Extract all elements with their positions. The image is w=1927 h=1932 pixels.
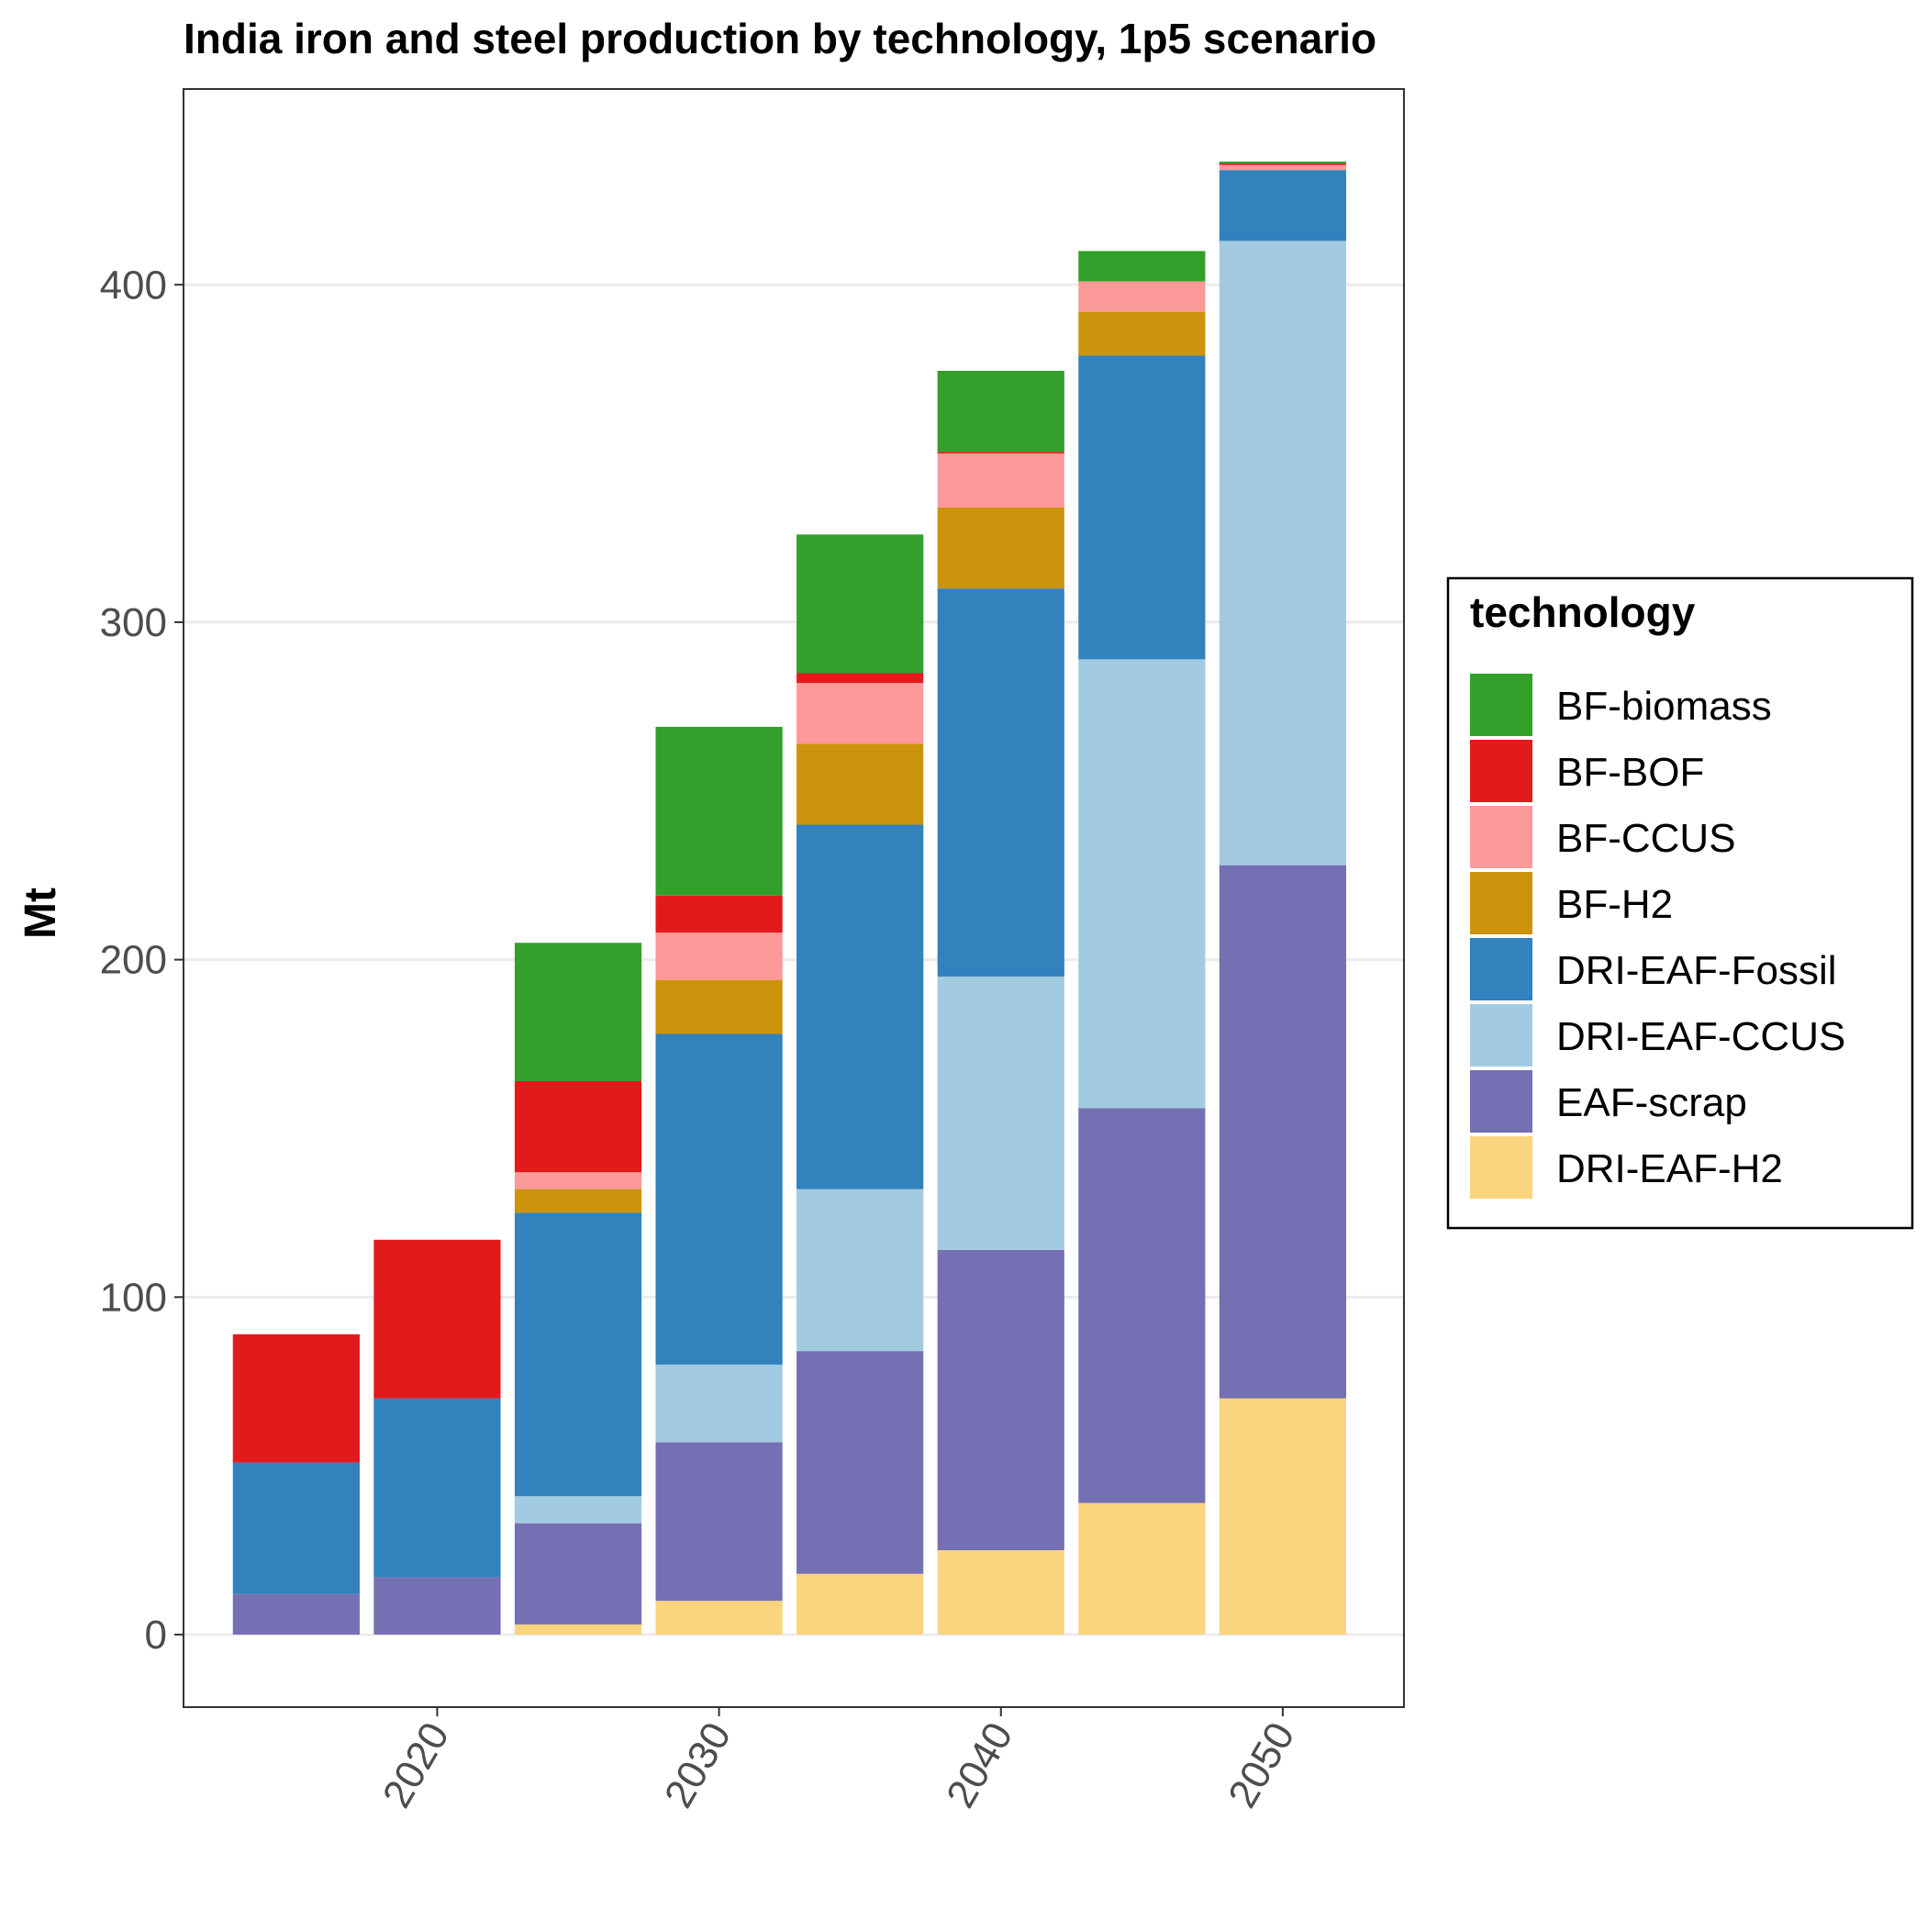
bar-dri-eaf-fossil-2020 bbox=[373, 1398, 501, 1578]
bar-dri-eaf-ccus-2025 bbox=[514, 1496, 642, 1524]
bar-bf-h2-2045 bbox=[1078, 311, 1206, 356]
legend-label-eaf-scrap: EAF-scrap bbox=[1556, 1080, 1747, 1125]
legend-swatch-bf-bof bbox=[1470, 740, 1532, 802]
legend-swatch-bf-h2 bbox=[1470, 872, 1532, 934]
bar-dri-eaf-ccus-2040 bbox=[937, 976, 1064, 1250]
bar-dri-eaf-fossil-2045 bbox=[1078, 355, 1206, 660]
bar-dri-eaf-fossil-2030 bbox=[655, 1033, 783, 1365]
bar-bf-ccus-2030 bbox=[655, 932, 783, 980]
x-tick-label-2030: 2030 bbox=[656, 1715, 740, 1815]
chart-title: India iron and steel production by techn… bbox=[184, 15, 1376, 62]
bar-dri-eaf-h2-2035 bbox=[796, 1573, 924, 1635]
bar-eaf-scrap-2050 bbox=[1219, 865, 1347, 1399]
legend-title: technology bbox=[1470, 588, 1696, 636]
legend-swatch-bf-biomass bbox=[1470, 674, 1532, 736]
legend-label-bf-biomass: BF-biomass bbox=[1556, 684, 1772, 729]
bar-dri-eaf-ccus-2035 bbox=[796, 1189, 924, 1352]
bar-dri-eaf-h2-2050 bbox=[1219, 1398, 1347, 1635]
bar-bf-h2-2025 bbox=[514, 1189, 642, 1213]
bar-bf-biomass-2040 bbox=[937, 371, 1064, 452]
legend: technology BF-biomass BF-BOF BF-CCUS BF-H2 D… bbox=[1446, 576, 1914, 1230]
bar-eaf-scrap-2030 bbox=[655, 1442, 783, 1602]
y-tick-label-0: 0 bbox=[145, 1613, 167, 1658]
bar-eaf-scrap-2025 bbox=[514, 1523, 642, 1625]
legend-label-dri-eaf-h2: DRI-EAF-H2 bbox=[1556, 1146, 1783, 1191]
y-tick-label-200: 200 bbox=[100, 938, 167, 983]
bar-bf-bof-2030 bbox=[655, 895, 783, 933]
legend-swatch-eaf-scrap bbox=[1470, 1070, 1532, 1133]
bar-eaf-scrap-2015 bbox=[232, 1593, 360, 1635]
bar-dri-eaf-fossil-2040 bbox=[937, 588, 1064, 977]
bar-dri-eaf-h2-2040 bbox=[937, 1550, 1064, 1635]
bar-bf-ccus-2045 bbox=[1078, 281, 1206, 312]
bar-eaf-scrap-2040 bbox=[937, 1249, 1064, 1551]
legend-swatch-dri-eaf-ccus bbox=[1470, 1004, 1532, 1067]
bar-bf-ccus-2050 bbox=[1219, 164, 1347, 171]
bar-bf-biomass-2025 bbox=[514, 943, 642, 1081]
legend-label-bf-bof: BF-BOF bbox=[1556, 750, 1704, 795]
bar-bf-biomass-2050 bbox=[1219, 162, 1347, 163]
bar-bf-ccus-2035 bbox=[796, 683, 924, 744]
bar-dri-eaf-fossil-2050 bbox=[1219, 170, 1347, 241]
bar-bf-ccus-2040 bbox=[937, 453, 1064, 508]
bar-bf-bof-2020 bbox=[373, 1239, 501, 1399]
bars bbox=[232, 162, 1347, 1635]
x-axis: 2020 2030 2040 2050 bbox=[374, 1707, 1304, 1815]
bar-dri-eaf-h2-2030 bbox=[655, 1601, 783, 1635]
x-tick-label-2040: 2040 bbox=[938, 1715, 1021, 1815]
legend-label-dri-eaf-fossil: DRI-EAF-Fossil bbox=[1556, 948, 1837, 993]
bar-dri-eaf-fossil-2025 bbox=[514, 1212, 642, 1497]
legend-swatch-bf-ccus bbox=[1470, 806, 1532, 868]
bar-bf-h2-2035 bbox=[796, 743, 924, 825]
legend-swatch-dri-eaf-fossil bbox=[1470, 938, 1532, 1000]
bar-eaf-scrap-2045 bbox=[1078, 1108, 1206, 1503]
legend-label-dri-eaf-ccus: DRI-EAF-CCUS bbox=[1556, 1014, 1845, 1059]
bar-dri-eaf-fossil-2035 bbox=[796, 824, 924, 1189]
bar-bf-ccus-2025 bbox=[514, 1172, 642, 1189]
legend-label-bf-h2: BF-H2 bbox=[1556, 882, 1673, 927]
legend-label-bf-ccus: BF-CCUS bbox=[1556, 816, 1736, 861]
bar-bf-bof-2035 bbox=[796, 673, 924, 684]
bar-bf-biomass-2035 bbox=[796, 534, 924, 674]
legend-items: BF-biomass BF-BOF BF-CCUS BF-H2 DRI-EAF-Foss… bbox=[1470, 674, 1845, 1199]
x-tick-label-2020: 2020 bbox=[374, 1715, 458, 1815]
y-tick-label-400: 400 bbox=[100, 262, 167, 307]
bar-bf-bof-2015 bbox=[232, 1334, 360, 1463]
bar-bf-h2-2040 bbox=[937, 507, 1064, 589]
bar-bf-biomass-2030 bbox=[655, 726, 783, 896]
bar-dri-eaf-ccus-2030 bbox=[655, 1364, 783, 1443]
y-tick-label-300: 300 bbox=[100, 600, 167, 645]
bar-bf-biomass-2045 bbox=[1078, 251, 1206, 282]
x-tick-label-2050: 2050 bbox=[1220, 1715, 1303, 1815]
y-axis: 0 100 200 300 400 bbox=[100, 262, 184, 1658]
bar-bf-bof-2040 bbox=[937, 452, 1064, 454]
y-tick-label-100: 100 bbox=[100, 1275, 167, 1320]
plot-frame bbox=[183, 88, 1405, 1708]
bar-bf-h2-2030 bbox=[655, 979, 783, 1034]
bar-bf-bof-2025 bbox=[514, 1080, 642, 1173]
bar-eaf-scrap-2020 bbox=[373, 1577, 501, 1635]
bar-dri-eaf-ccus-2045 bbox=[1078, 659, 1206, 1109]
bar-dri-eaf-fossil-2015 bbox=[232, 1462, 360, 1594]
legend-swatch-dri-eaf-h2 bbox=[1470, 1136, 1532, 1199]
bar-dri-eaf-ccus-2050 bbox=[1219, 240, 1347, 865]
bar-bf-bof-2050 bbox=[1219, 162, 1347, 165]
bar-eaf-scrap-2035 bbox=[796, 1351, 924, 1574]
bar-dri-eaf-h2-2025 bbox=[514, 1624, 642, 1635]
y-axis-title: Mt bbox=[17, 888, 65, 939]
bar-dri-eaf-h2-2045 bbox=[1078, 1502, 1206, 1635]
